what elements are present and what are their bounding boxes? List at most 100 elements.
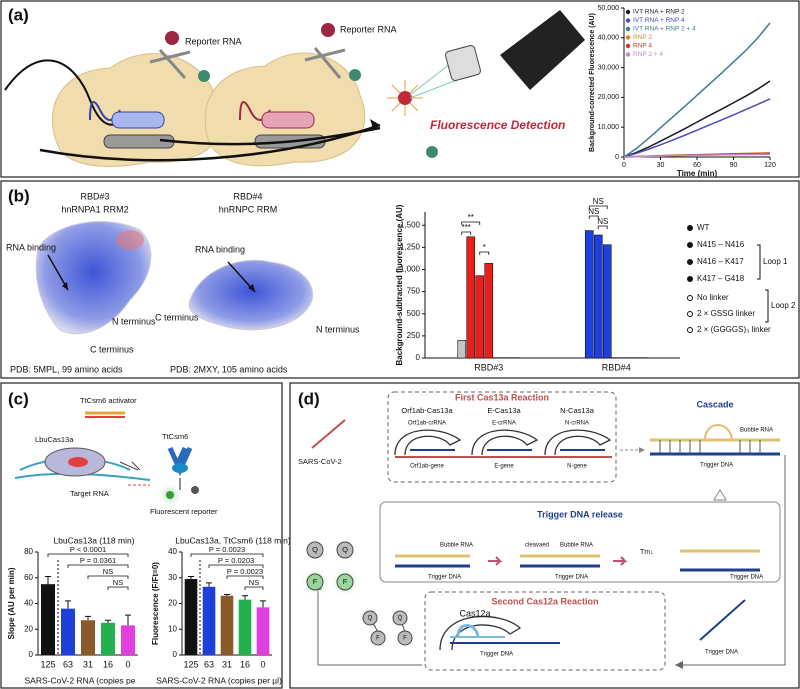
annotation: RNA binding: [195, 244, 245, 254]
annotation: hnRNPA1 RRM2: [61, 204, 128, 214]
annotation: Reporter RNA: [185, 36, 242, 46]
y-tick-label: 1,000: [400, 265, 421, 274]
significance-bracket: [597, 225, 608, 229]
annotation: Bubble RNA: [740, 428, 773, 434]
annotation: Second Cas12a Reaction: [491, 596, 598, 606]
significance-label: *: [483, 243, 486, 252]
y-tick-label: 20: [168, 599, 177, 608]
annotation: Q: [368, 616, 373, 622]
x-tick-label: 125: [183, 659, 198, 669]
annotation: E-gene: [494, 464, 514, 470]
annotation: cleavaed: [525, 543, 549, 549]
bar: [184, 579, 198, 655]
panel-label: (a): [8, 5, 29, 24]
annotation: Fluorescence Detection: [430, 118, 565, 132]
panel-frame: [0, 0, 800, 178]
y-tick-label: 20: [24, 624, 33, 633]
legend-swatch: [687, 295, 693, 301]
x-tick-label: 125: [40, 659, 55, 669]
panel-frame: [289, 382, 800, 689]
line-series: [623, 153, 771, 158]
annotation: E-crRNA: [492, 421, 516, 427]
y-tick-label: 250: [407, 331, 421, 340]
annotation: RBD#3: [80, 191, 109, 201]
y-tick-label: 50,000: [598, 5, 620, 12]
error-bar: [85, 615, 91, 621]
annotation: Q: [312, 545, 318, 554]
chart-title: LbuCas13a, TtCsm6 (118 min): [175, 535, 291, 545]
legend-label: RNP 2 + 4: [633, 51, 663, 58]
legend-label: K417 – G418: [697, 274, 745, 283]
annotation: N terminus: [316, 324, 360, 334]
annotation: N-Cas13a: [560, 406, 595, 415]
annotation: Target RNA: [70, 489, 109, 498]
y-tick-label: 0: [29, 650, 34, 659]
panel-b-diagram: [35, 221, 313, 335]
y-tick-label: 0: [416, 353, 421, 362]
significance-label: P = 0.0023: [227, 567, 263, 576]
annotation: First Cas13a Reaction: [455, 392, 549, 402]
annotation: F: [313, 577, 318, 586]
panel-label: (b): [8, 186, 30, 205]
x-tick-label: 31: [222, 659, 232, 669]
error-bar: [206, 582, 212, 587]
panel-frame: [0, 382, 283, 689]
legend-swatch: [687, 259, 693, 265]
significance-bracket: [190, 553, 264, 557]
error-bar: [224, 593, 230, 596]
significance-bracket: [47, 553, 129, 557]
panel-a-diagram: [4, 10, 585, 167]
legend-swatch: [625, 26, 631, 32]
annotation: Trigger DNA: [730, 575, 763, 581]
significance-bracket: [479, 251, 490, 255]
panel-label: (c): [8, 389, 29, 408]
bar: [602, 244, 612, 359]
error-bar: [242, 595, 248, 600]
annotation: Trigger DNA release: [537, 509, 623, 519]
annotation: Cas12a: [459, 608, 490, 618]
x-tick-label: 60: [693, 162, 701, 169]
y-tick-label: 40: [24, 599, 33, 608]
y-tick-label: 750: [407, 287, 421, 296]
significance-bracket: [208, 564, 264, 568]
annotation: F: [403, 636, 407, 642]
legend-swatch: [687, 225, 693, 231]
x-tick-label: RBD#4: [602, 362, 631, 372]
legend-swatch: [625, 52, 631, 57]
x-tick-label: 30: [657, 162, 665, 169]
significance-label: NS: [113, 578, 123, 587]
significance-bracket: [461, 231, 472, 235]
legend-label: N415 – N416: [697, 240, 745, 249]
y-tick-label: 10,000: [598, 124, 620, 131]
line-series: [623, 80, 771, 158]
x-tick-label: 120: [764, 162, 776, 169]
legend-label: N416 – K417: [697, 257, 744, 266]
y-tick-label: 10: [168, 624, 177, 633]
bar: [220, 595, 234, 655]
y-tick-label: 40: [168, 547, 177, 556]
y-tick-label: 500: [407, 309, 421, 318]
y-tick-label: 30: [168, 573, 177, 582]
bar: [238, 599, 252, 655]
x-axis-label: SARS-CoV-2 RNA (copies pe: [24, 675, 135, 685]
significance-bracket: [87, 575, 129, 579]
legend-swatch: [625, 9, 631, 15]
legend-label: No linker: [697, 293, 729, 302]
annotation: RBD#4: [233, 191, 262, 201]
annotation: Trigger DNA: [555, 575, 588, 581]
bar: [493, 357, 503, 359]
y-axis-label: Fluorescence (F/Ft=0): [151, 562, 160, 645]
x-tick-label: 31: [83, 659, 93, 669]
y-tick-label: 0: [173, 650, 178, 659]
annotation: Trigger DNA: [705, 650, 738, 656]
annotation: Trigger DNA: [700, 463, 733, 469]
bar: [638, 357, 648, 359]
bar: [457, 340, 467, 359]
significance-bracket: [588, 205, 608, 209]
legend-label: WT: [697, 223, 710, 232]
significance-label: NS: [103, 567, 113, 576]
annotation: C terminus: [90, 344, 134, 354]
y-axis-label: Background-subtracted fluorescence (AU): [395, 204, 404, 365]
bar: [101, 622, 115, 655]
